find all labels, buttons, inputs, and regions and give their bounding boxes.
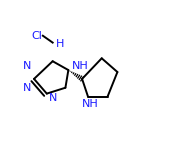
Text: H: H (56, 39, 64, 49)
Text: N: N (23, 61, 31, 71)
Text: NH: NH (82, 100, 98, 110)
Text: Cl: Cl (31, 31, 42, 41)
Text: N: N (49, 93, 57, 103)
Text: NH: NH (72, 61, 89, 71)
Text: N: N (23, 83, 31, 93)
